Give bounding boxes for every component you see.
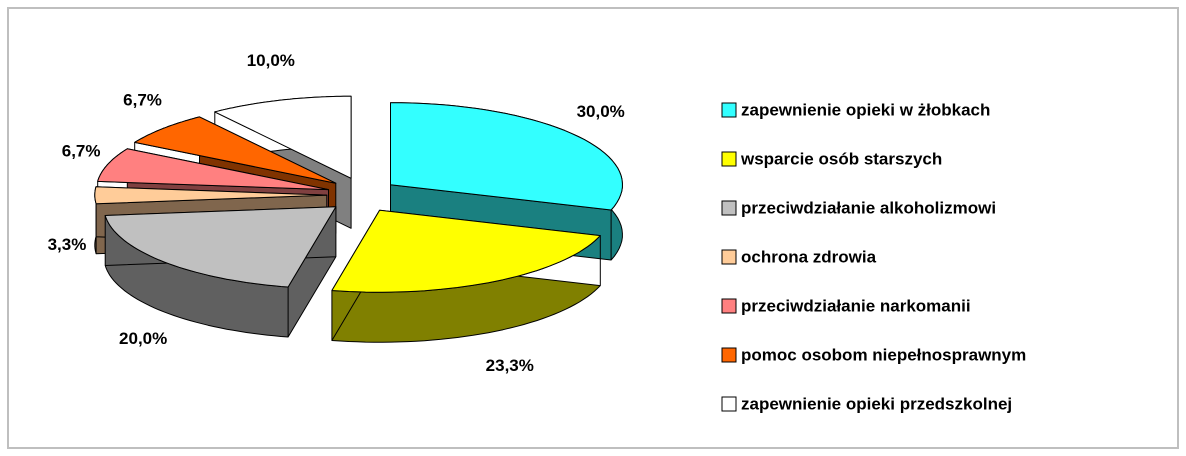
legend-label: przeciwdziałanie narkomanii	[741, 296, 971, 315]
legend: zapewnienie opieki w żłobkach wsparcie os…	[721, 100, 1026, 413]
data-label: 20,0%	[119, 329, 167, 348]
legend-label: przeciwdziałanie alkoholizmowi	[741, 198, 996, 217]
legend-swatch	[721, 396, 737, 412]
legend-swatch	[721, 102, 737, 118]
data-label: 10,0%	[247, 51, 295, 70]
slice	[104, 206, 337, 288]
slice	[390, 102, 623, 211]
data-label: 30,0%	[577, 102, 625, 121]
pie: 30,0% 23,3% 20,0% 3,3% 6,7% 6,7% 10,0%	[48, 51, 625, 375]
slice	[97, 148, 329, 191]
data-label: 6,7%	[123, 91, 162, 110]
legend-label: pomoc osobom niepełnosprawnym	[741, 345, 1026, 364]
legend-swatch	[721, 249, 737, 265]
slice	[331, 209, 601, 293]
legend-label: wsparcie osób starszych	[740, 149, 942, 168]
legend-swatch	[721, 200, 737, 216]
slice	[94, 186, 328, 205]
legend-swatch	[721, 151, 737, 167]
legend-swatch	[721, 347, 737, 363]
legend-label: zapewnienie opieki w żłobkach	[741, 100, 990, 119]
legend-swatch	[721, 298, 737, 314]
data-label: 6,7%	[62, 141, 101, 160]
legend-label: ochrona zdrowia	[741, 247, 877, 266]
legend-label: zapewnienie opieki przedszkolnej	[741, 394, 1012, 413]
slice	[134, 116, 337, 184]
data-label: 3,3%	[48, 235, 87, 254]
slice	[214, 95, 352, 179]
data-label: 23,3%	[486, 356, 534, 375]
